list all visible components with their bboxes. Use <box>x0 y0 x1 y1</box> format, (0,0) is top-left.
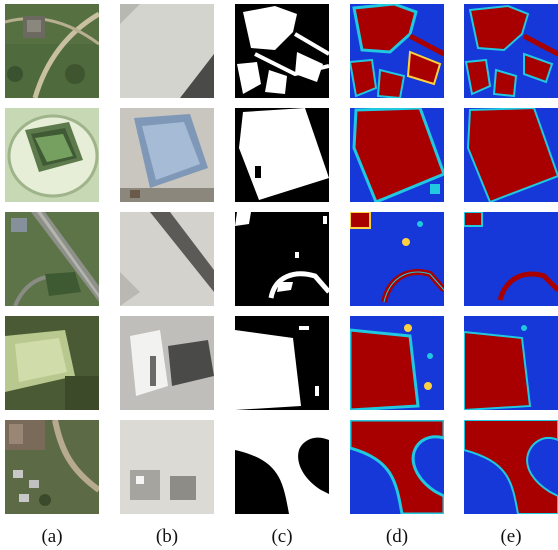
row3-prediction-map-e <box>464 212 558 306</box>
row3-sar-image <box>120 212 214 306</box>
row2-sar-image <box>120 108 214 202</box>
row1-optical-image <box>5 4 99 98</box>
row4-optical-image <box>5 316 99 410</box>
row2-prediction-map-d <box>350 108 444 202</box>
row3-optical-image <box>5 212 99 306</box>
row4-sar-image <box>120 316 214 410</box>
column-label-a: (a) <box>41 526 63 547</box>
row5-sar-image <box>120 420 214 514</box>
row2-prediction-map-e <box>464 108 558 202</box>
row1-prediction-map-e <box>464 4 558 98</box>
row5-ground-truth-mask <box>235 420 329 514</box>
column-label-c: (c) <box>271 526 293 547</box>
row5-prediction-map-d <box>350 420 444 514</box>
row4-ground-truth-mask <box>235 316 329 410</box>
row1-prediction-map-d <box>350 4 444 98</box>
row2-optical-image <box>5 108 99 202</box>
row2-ground-truth-mask <box>235 108 329 202</box>
row4-prediction-map-e <box>464 316 558 410</box>
row5-prediction-map-e <box>464 420 558 514</box>
row3-prediction-map-d <box>350 212 444 306</box>
column-label-b: (b) <box>155 526 179 547</box>
row4-prediction-map-d <box>350 316 444 410</box>
column-label-d: (d) <box>385 526 409 547</box>
row1-ground-truth-mask <box>235 4 329 98</box>
row5-optical-image <box>5 420 99 514</box>
row3-ground-truth-mask <box>235 212 329 306</box>
column-label-e: (e) <box>500 526 522 547</box>
row1-sar-image <box>120 4 214 98</box>
